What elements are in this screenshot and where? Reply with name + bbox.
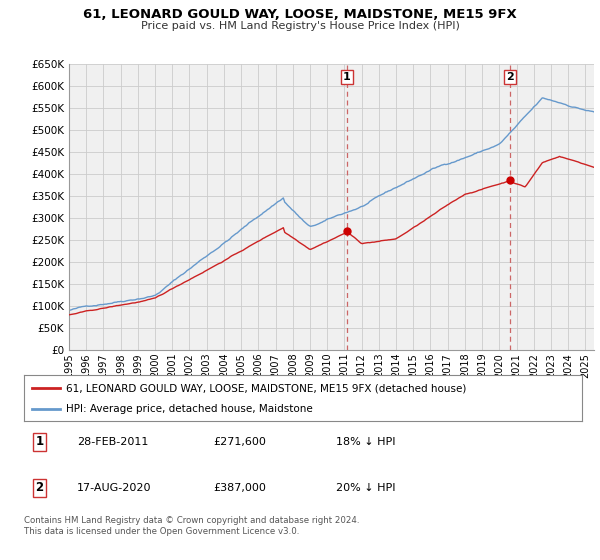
Text: HPI: Average price, detached house, Maidstone: HPI: Average price, detached house, Maid… bbox=[66, 404, 313, 414]
Text: 2: 2 bbox=[35, 481, 44, 494]
Text: Price paid vs. HM Land Registry's House Price Index (HPI): Price paid vs. HM Land Registry's House … bbox=[140, 21, 460, 31]
Text: 1: 1 bbox=[343, 72, 351, 82]
Text: 28-FEB-2011: 28-FEB-2011 bbox=[77, 437, 148, 447]
Text: 17-AUG-2020: 17-AUG-2020 bbox=[77, 483, 152, 493]
Text: 2: 2 bbox=[506, 72, 514, 82]
Text: 18% ↓ HPI: 18% ↓ HPI bbox=[337, 437, 396, 447]
Text: £271,600: £271,600 bbox=[214, 437, 266, 447]
Text: 1: 1 bbox=[35, 435, 44, 448]
Text: 61, LEONARD GOULD WAY, LOOSE, MAIDSTONE, ME15 9FX: 61, LEONARD GOULD WAY, LOOSE, MAIDSTONE,… bbox=[83, 8, 517, 21]
Text: Contains HM Land Registry data © Crown copyright and database right 2024.
This d: Contains HM Land Registry data © Crown c… bbox=[24, 516, 359, 536]
Text: 61, LEONARD GOULD WAY, LOOSE, MAIDSTONE, ME15 9FX (detached house): 61, LEONARD GOULD WAY, LOOSE, MAIDSTONE,… bbox=[66, 383, 466, 393]
Text: £387,000: £387,000 bbox=[214, 483, 266, 493]
Text: 20% ↓ HPI: 20% ↓ HPI bbox=[337, 483, 396, 493]
